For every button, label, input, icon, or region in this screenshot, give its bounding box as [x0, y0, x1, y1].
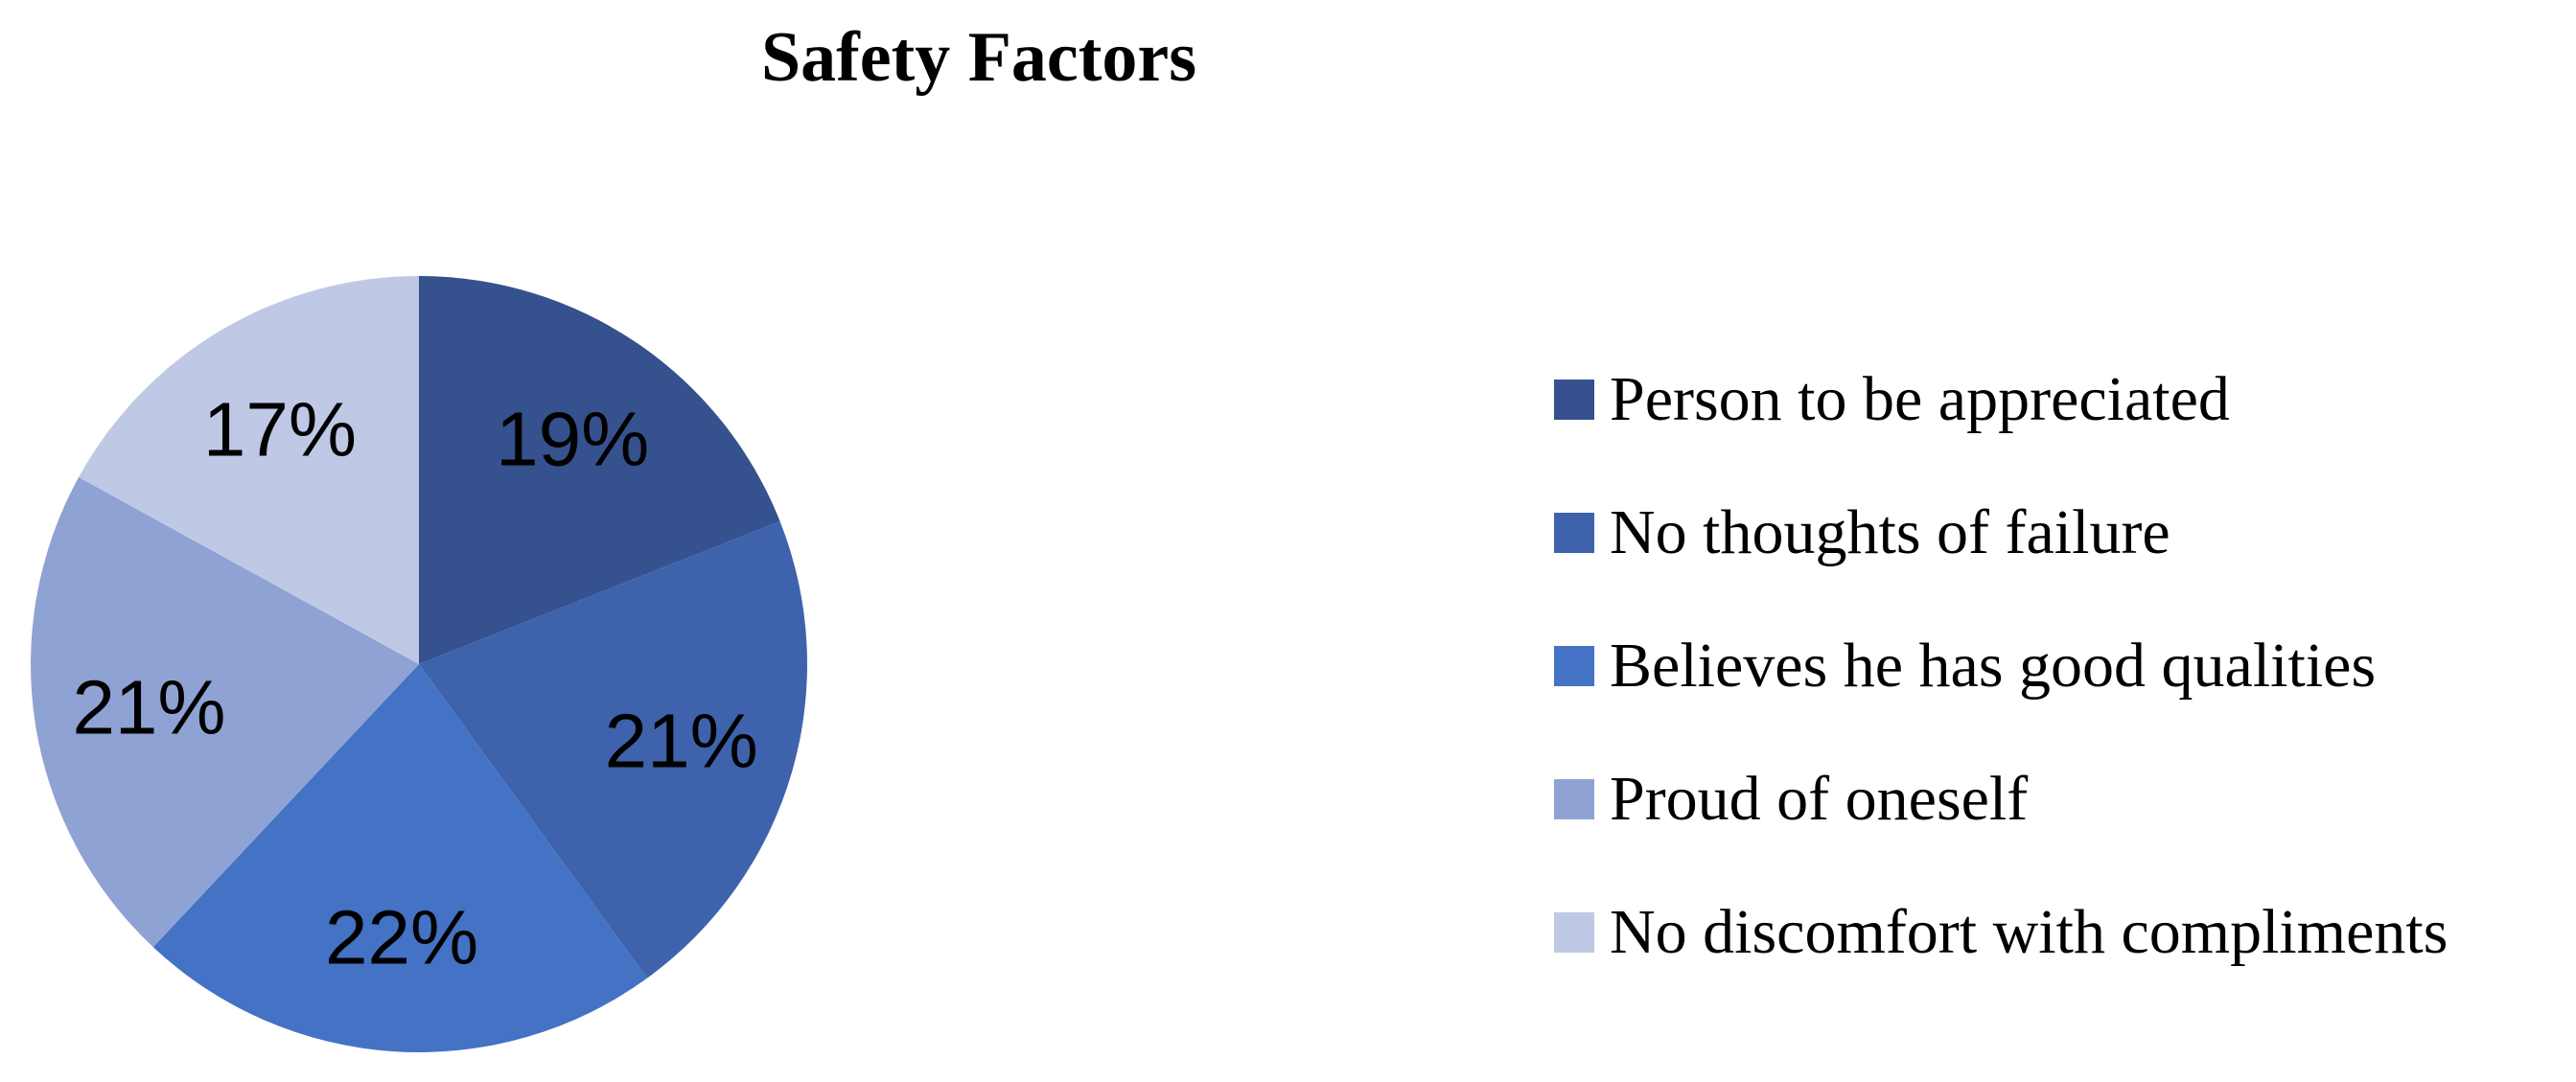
pie-slice-2 [419, 520, 807, 978]
pie-slice-label: 21% [605, 699, 758, 784]
legend-label: Proud of oneself [1610, 764, 2029, 834]
pie-slice-4 [31, 476, 420, 948]
legend-item: No thoughts of failure [1554, 497, 2448, 567]
chart-title: Safety Factors [760, 18, 1197, 97]
legend-swatch [1554, 646, 1594, 686]
legend-item: Person to be appreciated [1554, 364, 2448, 434]
pie-slice-1 [419, 276, 780, 664]
legend-swatch [1554, 380, 1594, 420]
legend-label: No discomfort with compliments [1610, 897, 2448, 967]
pie-slice-label: 19% [496, 396, 649, 481]
chart-legend: Person to be appreciated No thoughts of f… [1554, 364, 2448, 1046]
pie-slice-label: 21% [72, 665, 225, 750]
legend-label: Person to be appreciated [1610, 364, 2230, 434]
legend-item: No discomfort with compliments [1554, 897, 2448, 967]
pie-slice-3 [152, 664, 648, 1052]
pie-slice-label: 17% [203, 387, 357, 472]
legend-swatch [1554, 513, 1594, 553]
legend-swatch [1554, 912, 1594, 953]
legend-label: No thoughts of failure [1610, 497, 2170, 567]
legend-label: Believes he has good qualities [1610, 631, 2377, 701]
pie-slice-label: 22% [325, 894, 478, 979]
legend-swatch [1554, 779, 1594, 819]
legend-item: Believes he has good qualities [1554, 631, 2448, 701]
pie-slice-5 [79, 276, 419, 664]
legend-item: Proud of oneself [1554, 764, 2448, 834]
pie-chart: 19% 21% 22% 21% 17% [31, 276, 807, 1052]
